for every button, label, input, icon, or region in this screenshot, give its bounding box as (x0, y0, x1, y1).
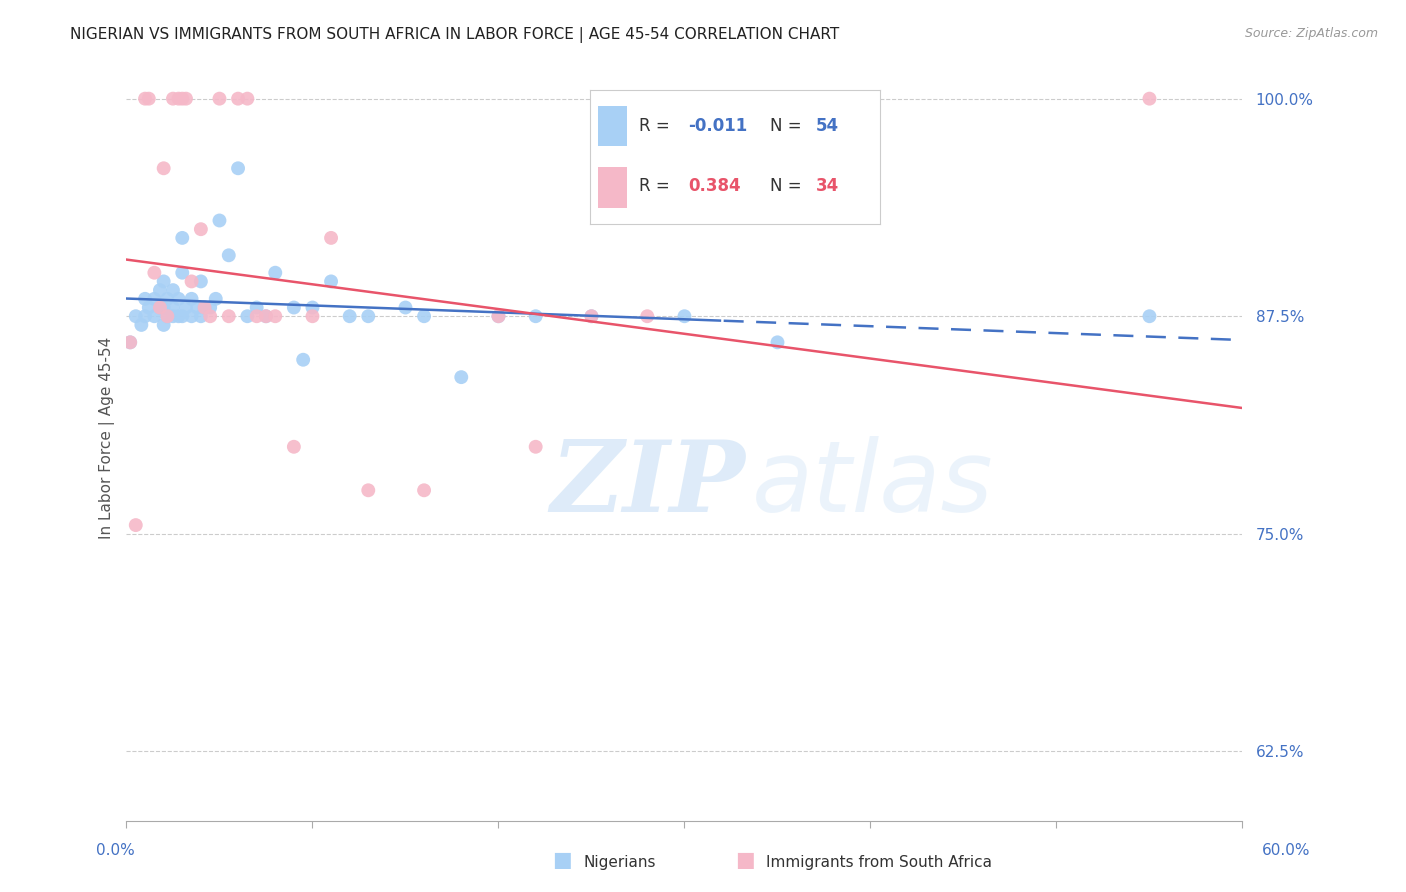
Text: Source: ZipAtlas.com: Source: ZipAtlas.com (1244, 27, 1378, 40)
Point (138, 92, 160, 106)
Point (156, 292, 179, 306)
Point (246, 310, 269, 324)
Point (162, 301, 184, 315)
Point (149, 283, 172, 297)
Text: atlas: atlas (751, 435, 993, 533)
Point (125, 310, 148, 324)
Point (204, 292, 226, 306)
Point (162, 310, 184, 324)
Point (673, 310, 696, 324)
Point (766, 335, 789, 350)
Point (283, 440, 305, 454)
Point (190, 274, 212, 288)
Point (394, 301, 416, 315)
Point (283, 301, 305, 315)
Point (198, 301, 221, 315)
Point (180, 310, 202, 324)
Y-axis label: In Labor Force | Age 45-54: In Labor Force | Age 45-54 (100, 337, 115, 539)
Point (264, 310, 287, 324)
Point (156, 310, 179, 324)
Point (246, 301, 269, 315)
Text: 0.0%: 0.0% (96, 843, 135, 858)
Point (208, 213, 231, 227)
Point (413, 483, 436, 498)
Text: Nigerians: Nigerians (583, 855, 657, 870)
Point (226, 161, 249, 176)
Point (581, 310, 603, 324)
Point (172, 92, 194, 106)
Point (143, 292, 166, 306)
Point (167, 292, 190, 306)
Point (143, 310, 166, 324)
Point (254, 310, 277, 324)
Point (152, 318, 174, 332)
Point (190, 310, 212, 324)
Point (125, 518, 148, 533)
Point (450, 370, 472, 384)
Point (488, 310, 510, 324)
Point (134, 292, 156, 306)
Point (180, 292, 202, 306)
Point (162, 283, 184, 297)
Point (236, 310, 259, 324)
Point (134, 310, 156, 324)
Point (194, 301, 217, 315)
Point (172, 231, 194, 245)
Point (152, 301, 174, 315)
Text: ZIP: ZIP (551, 436, 745, 533)
Point (186, 301, 208, 315)
Point (488, 310, 510, 324)
Point (156, 310, 179, 324)
Point (292, 352, 315, 367)
Point (172, 266, 194, 280)
Point (134, 92, 156, 106)
Point (524, 440, 547, 454)
Point (149, 301, 172, 315)
Point (194, 301, 217, 315)
Point (167, 92, 190, 106)
Point (254, 310, 277, 324)
Point (264, 266, 287, 280)
Point (174, 92, 197, 106)
Point (131, 318, 153, 332)
Point (218, 248, 240, 262)
Point (357, 310, 380, 324)
Point (120, 335, 142, 350)
Text: Immigrants from South Africa: Immigrants from South Africa (766, 855, 993, 870)
Point (413, 310, 436, 324)
Point (208, 92, 231, 106)
Point (218, 310, 240, 324)
Point (143, 266, 166, 280)
Text: NIGERIAN VS IMMIGRANTS FROM SOUTH AFRICA IN LABOR FORCE | AGE 45-54 CORRELATION : NIGERIAN VS IMMIGRANTS FROM SOUTH AFRICA… (70, 27, 839, 43)
Point (319, 231, 342, 245)
Point (190, 222, 212, 236)
Point (357, 483, 380, 498)
Point (149, 301, 172, 315)
Point (167, 310, 190, 324)
Point (162, 92, 184, 106)
Point (138, 301, 160, 315)
Point (301, 301, 323, 315)
Point (1139, 92, 1161, 106)
Point (319, 274, 342, 288)
Point (172, 310, 194, 324)
Point (636, 310, 658, 324)
Point (581, 310, 603, 324)
Point (226, 92, 249, 106)
Text: ■: ■ (735, 850, 755, 870)
Point (120, 335, 142, 350)
Point (174, 301, 197, 315)
Point (152, 161, 174, 176)
Point (339, 310, 361, 324)
Point (301, 310, 323, 324)
Point (1139, 310, 1161, 324)
Text: ■: ■ (553, 850, 572, 870)
Point (152, 274, 174, 288)
Point (198, 310, 221, 324)
Text: 60.0%: 60.0% (1263, 843, 1310, 858)
Point (524, 310, 547, 324)
Point (236, 92, 259, 106)
Point (180, 274, 202, 288)
